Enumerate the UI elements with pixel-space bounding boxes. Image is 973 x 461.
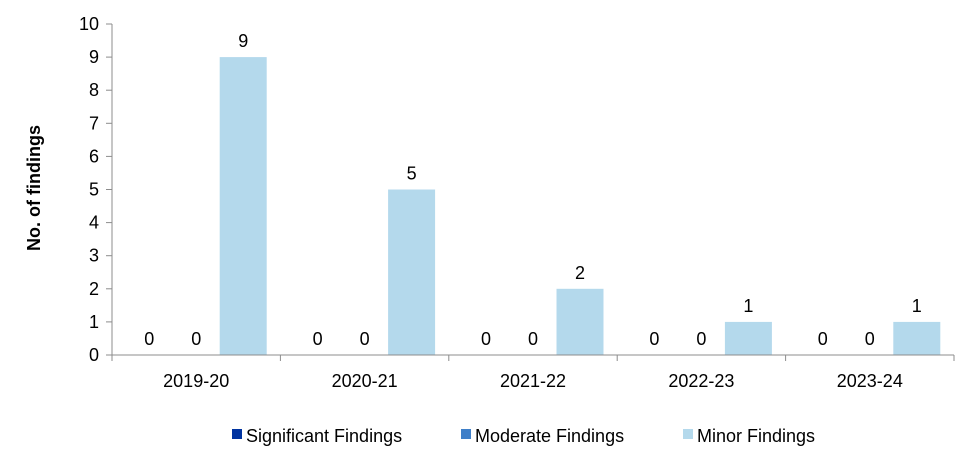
data-label: 0 — [649, 329, 659, 349]
x-tick-label: 2022-23 — [668, 371, 734, 391]
legend-label: Significant Findings — [246, 426, 402, 446]
data-label: 1 — [912, 296, 922, 316]
y-tick-label: 5 — [89, 180, 99, 200]
x-tick-label: 2023-24 — [837, 371, 903, 391]
x-axis-ticks: 2019-20 2020-21 2021-22 2022-23 2023-24 — [111, 355, 955, 391]
y-axis-ticks: 0 1 2 3 4 5 6 7 8 9 10 — [79, 14, 112, 365]
data-label: 0 — [696, 329, 706, 349]
bar — [724, 321, 772, 355]
axes — [111, 24, 954, 356]
data-label: 5 — [407, 164, 417, 184]
x-tick-label: 2019-20 — [163, 371, 229, 391]
data-label: 0 — [360, 329, 370, 349]
y-tick-label: 4 — [89, 213, 99, 233]
data-label: 0 — [313, 329, 323, 349]
y-tick-label: 9 — [89, 47, 99, 67]
legend-label: Moderate Findings — [475, 426, 624, 446]
y-tick-label: 1 — [89, 312, 99, 332]
y-tick-label: 3 — [89, 246, 99, 266]
data-label: 2 — [575, 263, 585, 283]
data-label: 0 — [865, 329, 875, 349]
legend-label: Minor Findings — [697, 426, 815, 446]
bar — [388, 189, 436, 355]
y-tick-label: 2 — [89, 279, 99, 299]
data-label: 9 — [238, 31, 248, 51]
data-labels: 0 0 9 0 0 5 0 0 2 0 0 1 0 0 1 — [144, 31, 922, 349]
y-tick-label: 7 — [89, 113, 99, 133]
y-tick-label: 0 — [89, 345, 99, 365]
bar — [893, 321, 941, 355]
legend-swatch — [461, 429, 471, 439]
y-tick-label: 10 — [79, 14, 99, 34]
y-tick-label: 6 — [89, 146, 99, 166]
data-label: 0 — [818, 329, 828, 349]
data-label: 0 — [191, 329, 201, 349]
data-label: 0 — [528, 329, 538, 349]
y-tick-label: 8 — [89, 80, 99, 100]
bars — [219, 57, 941, 355]
x-tick-label: 2021-22 — [500, 371, 566, 391]
x-tick-label: 2020-21 — [332, 371, 398, 391]
data-label: 1 — [743, 296, 753, 316]
legend-swatch — [232, 429, 242, 439]
y-axis-title: No. of findings — [24, 125, 44, 251]
bar — [556, 288, 604, 355]
data-label: 0 — [481, 329, 491, 349]
data-label: 0 — [144, 329, 154, 349]
bar — [219, 57, 267, 355]
legend-swatch — [683, 429, 693, 439]
legend: Significant Findings Moderate Findings Min… — [232, 426, 815, 446]
